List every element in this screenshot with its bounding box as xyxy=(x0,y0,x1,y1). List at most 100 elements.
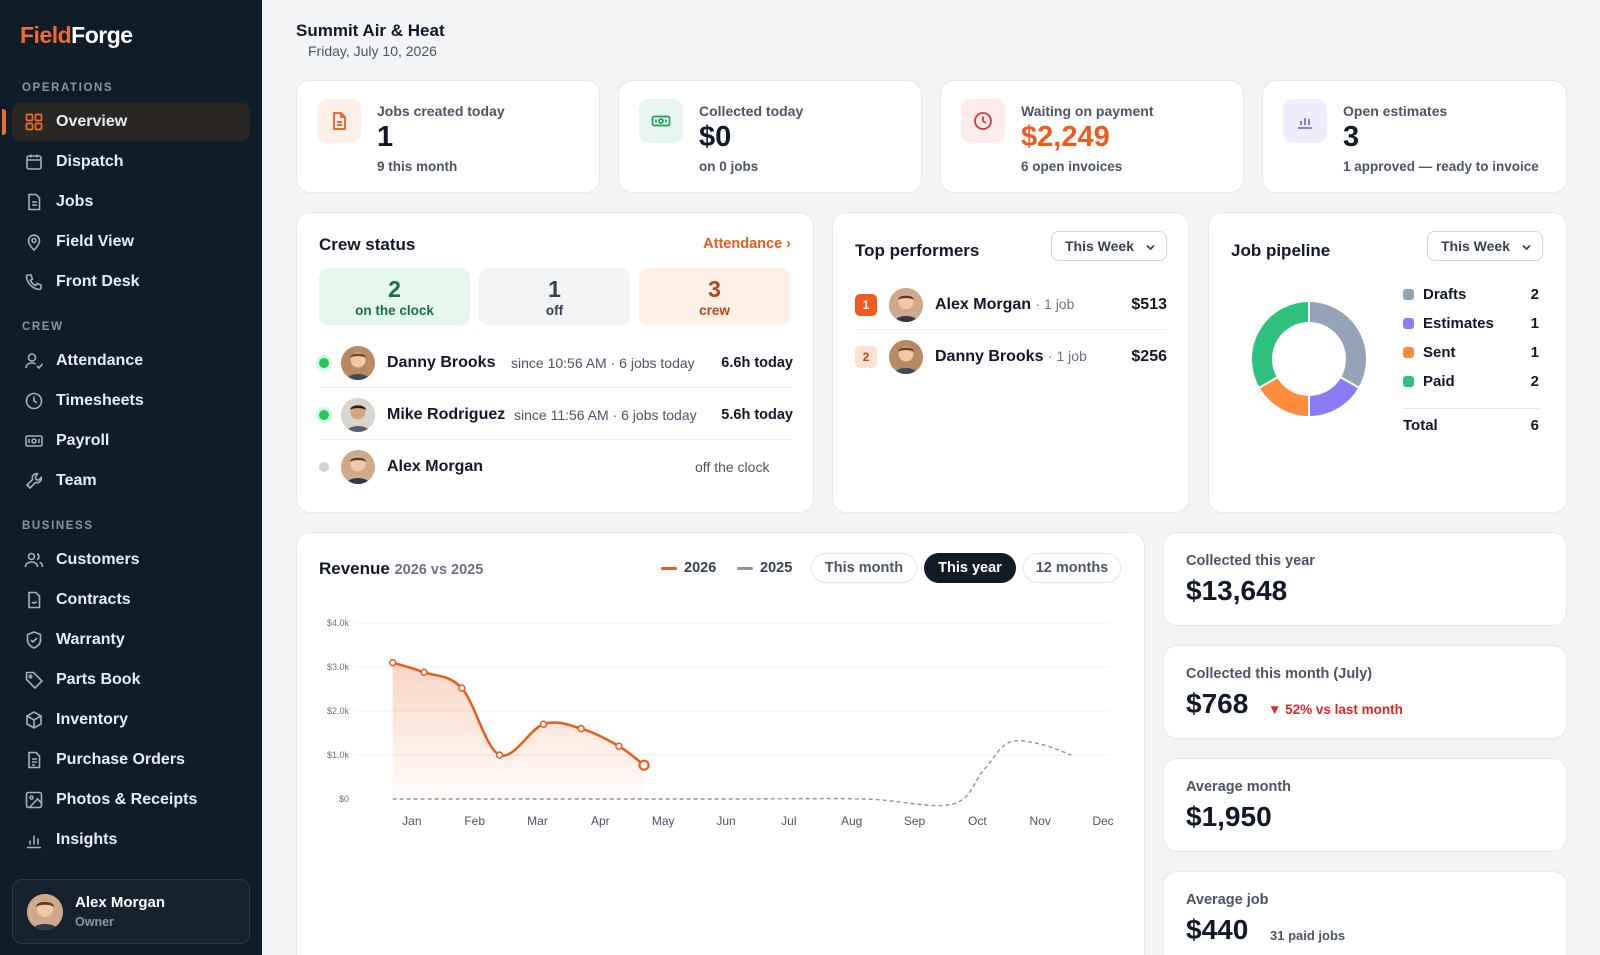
revenue-line-chart: $0 $1.0k $2.0k $3.0k $4.0k Jan Feb Mar Apr May Jun… xyxy=(327,618,1114,828)
chevron-down-icon xyxy=(1522,244,1531,251)
crew-summary-on-clock: 2 on the clock xyxy=(319,268,470,325)
sidebar-item-customers[interactable]: Customers xyxy=(12,541,250,579)
sidebar-item-label: Timesheets xyxy=(56,392,144,409)
period-select[interactable]: This Week xyxy=(1427,231,1543,261)
users-icon xyxy=(24,552,44,568)
company-name: Summit Air & Heat xyxy=(296,21,445,40)
section-label-business: BUSINESS xyxy=(22,520,94,532)
sidebar-item-label: Parts Book xyxy=(56,671,141,688)
sidebar-item-insights[interactable]: Insights xyxy=(12,821,250,859)
legend-item-paid: Paid 2 xyxy=(1403,370,1539,392)
card-title: Crew status xyxy=(319,235,416,254)
x-tick-label: Jun xyxy=(716,814,735,828)
donut-slice-estimates xyxy=(1308,375,1361,419)
data-point xyxy=(615,742,623,750)
user-profile[interactable]: Alex Morgan Owner xyxy=(12,879,250,944)
performer-row[interactable]: 1 Alex Morgan · 1 job $513 xyxy=(855,280,1167,330)
tab-this-year[interactable]: This year xyxy=(924,553,1016,583)
sidebar-item-purchase-orders[interactable]: Purchase Orders xyxy=(12,741,250,779)
sidebar-item-parts-book[interactable]: Parts Book xyxy=(12,661,250,699)
crew-row[interactable]: Mike Rodriguez since 11:56 AM · 6 jobs t… xyxy=(319,390,793,440)
sidebar-item-label: Inventory xyxy=(56,711,129,728)
user-role: Owner xyxy=(75,915,114,929)
kpi-value: $768 xyxy=(1186,688,1249,719)
avatar xyxy=(341,450,375,484)
sidebar-item-label: Contracts xyxy=(56,591,131,608)
sidebar-item-photos-receipts[interactable]: Photos & Receipts xyxy=(12,781,250,819)
donut-slice-paid xyxy=(1250,299,1310,390)
kpi-label: Collected this month (July) xyxy=(1186,666,1373,682)
sidebar-item-label: Field View xyxy=(56,233,134,250)
sidebar-item-overview[interactable]: Overview xyxy=(2,103,250,141)
legend-swatch xyxy=(1403,346,1414,358)
sidebar-item-warranty[interactable]: Warranty xyxy=(12,621,250,659)
x-tick-label: Apr xyxy=(591,814,610,828)
job-pipeline-card: Job pipeline This Week Drafts 2 Estimates… xyxy=(1208,212,1567,513)
status-dot xyxy=(319,409,329,420)
x-tick-label: Jan xyxy=(402,814,421,828)
attendance-link[interactable]: Attendance › xyxy=(703,236,791,252)
kpi-note: 31 paid jobs xyxy=(1270,928,1346,943)
kpi-collected-month: Collected this month (July) $768 ▼ 52% v… xyxy=(1163,645,1567,739)
stat-card-collected-today[interactable]: Collected today $0 on 0 jobs xyxy=(618,80,922,193)
sidebar-item-label: Warranty xyxy=(56,631,125,648)
legend-swatch xyxy=(1403,375,1414,387)
kpi-value: $440 xyxy=(1186,914,1249,945)
sidebar-item-label: Customers xyxy=(56,551,140,568)
card-subtitle: 2026 vs 2025 xyxy=(394,562,484,578)
stat-sub: 6 open invoices xyxy=(1021,159,1123,174)
stat-label: Collected today xyxy=(699,103,804,119)
document-icon xyxy=(28,193,41,211)
crew-summary-off: 1 off xyxy=(479,268,630,325)
sidebar-item-front-desk[interactable]: Front Desk xyxy=(12,263,250,301)
sidebar-item-team[interactable]: Team xyxy=(12,462,250,500)
legend-total: Total 6 xyxy=(1403,408,1539,436)
data-point xyxy=(577,724,585,733)
performer-amount: $513 xyxy=(1131,295,1167,313)
tab-this-month[interactable]: This month xyxy=(811,553,917,583)
sidebar-item-jobs[interactable]: Jobs xyxy=(12,183,250,221)
legend-line xyxy=(661,566,677,570)
stat-card-open-estimates[interactable]: Open estimates 3 1 approved — ready to i… xyxy=(1262,80,1567,193)
stat-value: 3 xyxy=(1343,121,1360,153)
clock-icon xyxy=(25,392,43,410)
stat-value: $2,249 xyxy=(1021,121,1110,153)
tab-12-months[interactable]: 12 months xyxy=(1023,553,1121,583)
crew-hours: 5.6h today xyxy=(721,406,793,423)
sidebar-item-payroll[interactable]: Payroll xyxy=(12,422,250,460)
x-tick-label: May xyxy=(652,814,675,828)
stat-sub: 1 approved — ready to invoice xyxy=(1343,159,1539,174)
crew-row[interactable]: Alex Morgan off the clock xyxy=(319,442,793,492)
period-select[interactable]: This Week xyxy=(1051,231,1167,261)
sidebar-item-field-view[interactable]: Field View xyxy=(12,223,250,261)
current-date: Friday, July 10, 2026 xyxy=(308,43,437,59)
card-title: Job pipeline xyxy=(1231,241,1331,260)
sidebar-item-label: Jobs xyxy=(56,193,94,210)
performer-amount: $256 xyxy=(1131,348,1167,365)
stat-value: $0 xyxy=(699,121,732,153)
sidebar-item-contracts[interactable]: Contracts xyxy=(12,581,250,619)
sidebar-item-label: Overview xyxy=(56,113,128,130)
stat-card-waiting-payment[interactable]: Waiting on payment $2,249 6 open invoice… xyxy=(940,80,1244,193)
series-area-2026 xyxy=(392,662,645,799)
legend-swatch xyxy=(1403,317,1414,329)
crew-row[interactable]: Danny Brooks since 10:56 AM · 6 jobs tod… xyxy=(319,338,793,388)
status-dot xyxy=(319,462,329,472)
card-title: Top performers xyxy=(855,241,980,260)
grid-icon xyxy=(25,113,43,131)
app-logo[interactable]: FieldForge xyxy=(20,22,133,48)
legend-swatch xyxy=(1403,288,1414,300)
map-pin-icon xyxy=(27,234,41,252)
contract-icon xyxy=(28,591,41,609)
crew-info: off the clock xyxy=(695,459,770,475)
sidebar-item-timesheets[interactable]: Timesheets xyxy=(12,382,250,420)
performer-row[interactable]: 2 Danny Brooks · 1 job $256 xyxy=(855,332,1167,382)
legend-2026: 2026 xyxy=(661,560,716,576)
sidebar-item-attendance[interactable]: Attendance xyxy=(12,342,250,380)
legend-2025: 2025 xyxy=(737,560,792,576)
sidebar-item-dispatch[interactable]: Dispatch xyxy=(12,143,250,181)
section-label-crew: CREW xyxy=(22,321,64,333)
stat-card-jobs-created[interactable]: Jobs created today 1 9 this month xyxy=(296,80,600,193)
phone-icon xyxy=(25,274,42,291)
sidebar-item-inventory[interactable]: Inventory xyxy=(12,701,250,739)
